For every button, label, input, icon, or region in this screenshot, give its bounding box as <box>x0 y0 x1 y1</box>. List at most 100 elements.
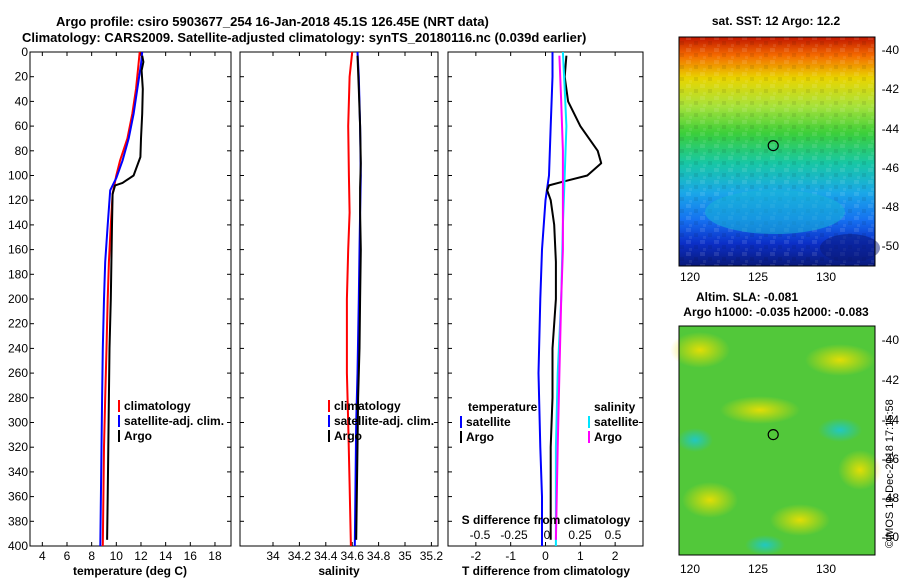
imos-watermark: ©IMOS 19-Dec-2018 17:15:58 <box>884 399 896 548</box>
series-line-argo <box>355 55 362 540</box>
xtick-label: 10 <box>110 549 124 563</box>
depth-label: 120 <box>8 193 28 207</box>
depth-label: 300 <box>8 416 28 430</box>
depth-label: 360 <box>8 490 28 504</box>
temperature-xlabel: temperature (deg C) <box>73 564 187 578</box>
sst-map-ticks: -40 -42 -44 -46 -48 -50 120 125 130 <box>680 43 899 284</box>
legend-climatology: climatology <box>124 399 191 413</box>
sla-map-frame <box>678 325 876 556</box>
depth-label: 220 <box>8 317 28 331</box>
temperature-axis-ticks: 4 6 8 10 12 14 16 18 <box>30 51 231 563</box>
series-line-temperature-satellite <box>537 52 554 546</box>
xtick-label: 16 <box>184 549 198 563</box>
depth-label: 40 <box>15 94 29 108</box>
sst-ytick: -40 <box>882 43 900 57</box>
sst-ytick: -50 <box>882 239 900 253</box>
secondary-tick-label: -0.25 <box>500 528 528 542</box>
depth-label: 180 <box>8 267 28 281</box>
xtick-label: 1 <box>577 549 584 563</box>
depth-label: 20 <box>15 70 29 84</box>
xtick-label: 35.2 <box>420 549 444 563</box>
sla-ytick: -40 <box>882 333 900 347</box>
secondary-tick-label: -0.5 <box>470 528 491 542</box>
sst-argo-marker <box>767 140 779 152</box>
sla-low-blob <box>677 428 713 452</box>
depth-label: 280 <box>8 391 28 405</box>
depth-label: 140 <box>8 218 28 232</box>
sla-low-blob <box>818 418 862 442</box>
depth-label: 0 <box>21 45 28 59</box>
sst-xtick: 125 <box>748 270 768 284</box>
sst-map-cool-tongue <box>705 190 845 234</box>
sla-xtick: 130 <box>816 562 836 576</box>
sla-high-blob <box>805 344 875 376</box>
legend-satellite: satellite-adj. clim. <box>334 414 434 428</box>
depth-label: 200 <box>8 292 28 306</box>
depth-label: 320 <box>8 440 28 454</box>
xtick-label: 35 <box>398 549 412 563</box>
sla-map-ticks: -40 -42 -44 -46 -48 -50 120 125 130 <box>680 333 899 576</box>
sla-ytick: -50 <box>882 530 900 544</box>
depth-label: 60 <box>15 119 29 133</box>
sst-map-cold-patch <box>820 234 880 262</box>
sla-xtick: 120 <box>680 562 700 576</box>
sla-xtick: 125 <box>748 562 768 576</box>
difference-legend: temperature satellite Argo salinity sate… <box>460 400 639 444</box>
depth-label: 340 <box>8 465 28 479</box>
xtick-label: 8 <box>88 549 95 563</box>
sst-xtick: 130 <box>816 270 836 284</box>
sla-map <box>670 325 882 556</box>
legend-title-salinity: salinity <box>594 400 636 414</box>
depth-label: 400 <box>8 539 28 553</box>
depth-label: 160 <box>8 243 28 257</box>
xtick-label: 14 <box>159 549 173 563</box>
series-line-argo <box>106 55 145 540</box>
xtick-label: 34.6 <box>341 549 365 563</box>
series-line-climatology <box>345 51 354 547</box>
sla-high-blob <box>670 332 730 368</box>
header-line-2: Climatology: CARS2009. Satellite-adjuste… <box>22 30 586 45</box>
depth-label: 100 <box>8 169 28 183</box>
depth-label: 80 <box>15 144 29 158</box>
legend-satellite: satellite-adj. clim. <box>124 414 224 428</box>
sla-ytick: -46 <box>882 452 900 466</box>
difference-xlabel: T difference from climatology <box>462 564 630 578</box>
series-line-temperature-argo <box>546 55 603 540</box>
xtick-label: 0 <box>542 549 549 563</box>
xtick-label: 34.8 <box>367 549 391 563</box>
xtick-label: 34.2 <box>288 549 312 563</box>
xtick-label: 2 <box>612 549 619 563</box>
header-line-1: Argo profile: csiro 5903677_254 16-Jan-2… <box>56 14 489 29</box>
secondary-tick-labels: -0.5 -0.25 0 0.25 0.5 <box>470 528 622 542</box>
secondary-tick-label: 0 <box>544 528 551 542</box>
difference-panel-frame <box>447 51 644 547</box>
series-line-satellite-adj-clim- <box>99 51 144 547</box>
sst-ytick: -42 <box>882 82 900 96</box>
sst-map <box>678 36 880 267</box>
xtick-label: 18 <box>208 549 222 563</box>
depth-axis-labels: 0 20 40 60 80 100 120 140 160 180 200 220 240 260 280 3… <box>8 45 28 553</box>
xtick-label: 34.4 <box>314 549 338 563</box>
sla-argo-marker <box>767 429 779 441</box>
legend-argo: Argo <box>334 429 362 443</box>
sst-xtick: 120 <box>680 270 700 284</box>
sla-high-blob <box>838 450 882 490</box>
secondary-tick-label: 0.25 <box>568 528 592 542</box>
sst-ytick: -48 <box>882 200 900 214</box>
xtick-label: -1 <box>505 549 516 563</box>
xtick-label: 12 <box>134 549 148 563</box>
legend-temp-satellite: satellite <box>466 415 511 429</box>
temperature-series <box>99 51 145 547</box>
sla-high-blob <box>682 482 738 518</box>
xtick-label: -2 <box>471 549 482 563</box>
depth-label: 240 <box>8 341 28 355</box>
sst-ytick: -44 <box>882 122 900 136</box>
legend-temp-argo: Argo <box>466 430 494 444</box>
xtick-label: 34 <box>266 549 280 563</box>
salinity-axis-ticks: 34 34.2 34.4 34.6 34.8 35 35.2 <box>240 51 444 563</box>
sla-high-blob <box>770 504 830 536</box>
sla-low-blob <box>745 535 785 555</box>
legend-sal-satellite: satellite <box>594 415 639 429</box>
salinity-xlabel: salinity <box>318 564 360 578</box>
sla-ytick: -42 <box>882 373 900 387</box>
